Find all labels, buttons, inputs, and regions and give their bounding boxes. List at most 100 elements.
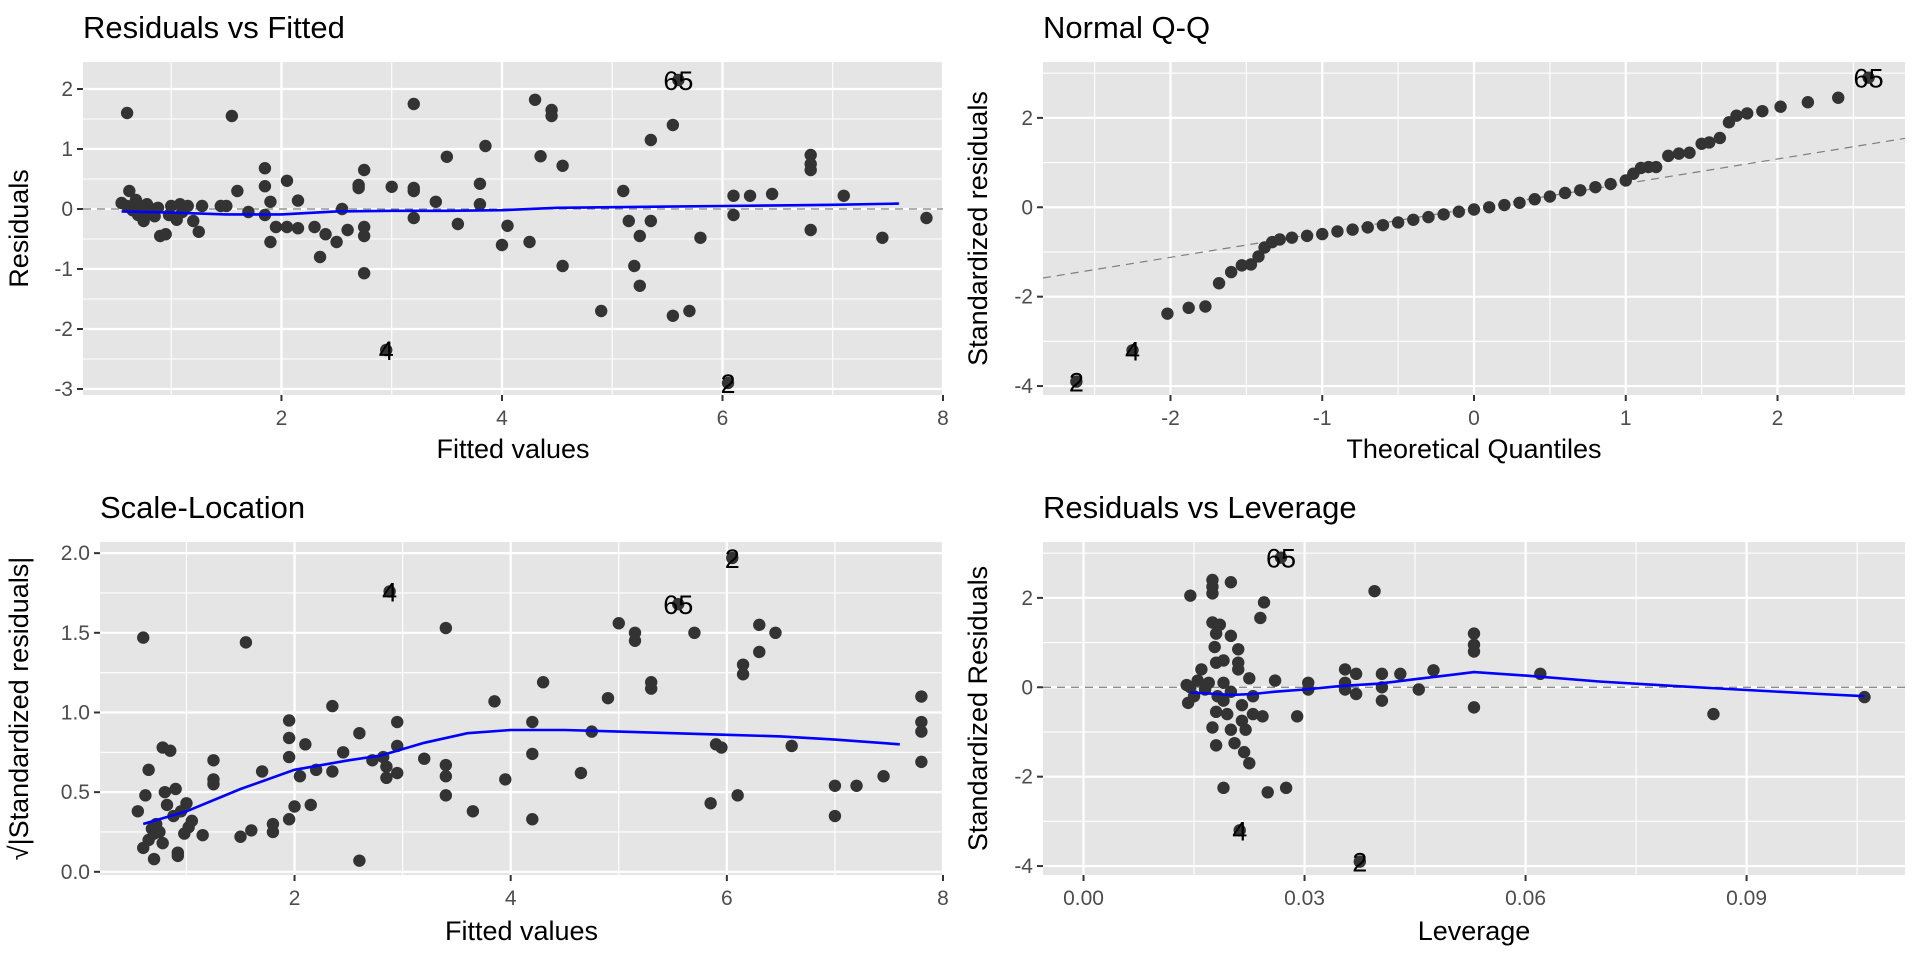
data-point <box>1412 683 1425 696</box>
data-point <box>1232 643 1245 656</box>
data-point <box>1662 149 1675 163</box>
data-point <box>1208 640 1221 654</box>
y-tick-label: 2 <box>1021 587 1033 610</box>
panel-background <box>100 542 943 875</box>
data-point <box>282 750 296 764</box>
chart-title: Scale-Location <box>100 490 305 525</box>
data-point <box>1235 259 1249 272</box>
data-point <box>704 797 717 810</box>
data-point <box>479 139 492 153</box>
x-tick-label: 0.00 <box>1063 887 1104 910</box>
data-point <box>353 726 366 740</box>
point-label: 2 <box>1069 368 1084 398</box>
point-label: 2 <box>720 369 735 399</box>
data-point <box>628 634 642 647</box>
data-point <box>850 779 863 792</box>
x-tick-label: -1 <box>1313 407 1332 430</box>
smooth-line <box>142 728 900 826</box>
data-point <box>915 725 928 738</box>
data-point <box>1452 205 1466 218</box>
data-point <box>1756 104 1769 118</box>
data-point <box>1832 91 1845 104</box>
data-point <box>385 180 398 193</box>
data-point <box>633 279 646 292</box>
data-point <box>1703 136 1716 149</box>
panel-resleverage: 0.00 0.03 0.06 0.09 -4 -2 0 2 65 4 2 Residuals vs L… <box>963 490 1905 946</box>
data-point <box>264 195 277 208</box>
data-point <box>418 752 431 765</box>
data-point <box>545 109 558 123</box>
x-tick-label: 1 <box>1620 407 1632 430</box>
data-point <box>526 715 539 729</box>
data-point <box>633 229 646 243</box>
data-point <box>1482 201 1496 214</box>
chart-title: Residuals vs Leverage <box>1043 490 1357 525</box>
data-point <box>1375 694 1389 707</box>
data-point <box>185 814 199 828</box>
data-point <box>153 825 166 839</box>
data-point <box>1195 663 1208 676</box>
data-point <box>225 109 239 123</box>
y-tick-label: -2 <box>54 318 73 341</box>
data-point <box>1252 250 1265 263</box>
data-point <box>120 106 134 120</box>
data-point <box>1228 736 1241 750</box>
x-tick-label: 0.03 <box>1284 887 1325 910</box>
data-point <box>1209 705 1223 719</box>
x-tick-label: 2 <box>1772 407 1784 430</box>
data-point <box>1235 698 1249 712</box>
data-point <box>769 626 782 640</box>
y-tick-label: -2 <box>1014 766 1033 789</box>
data-point <box>1467 627 1481 640</box>
data-point <box>245 824 258 837</box>
data-point-labeled <box>1862 71 1875 84</box>
y-tick-label: 0 <box>61 198 73 221</box>
data-point <box>556 159 569 172</box>
data-point <box>1574 184 1587 197</box>
data-point <box>644 214 658 228</box>
data-point-labeled <box>1070 375 1083 388</box>
point-label: 65 <box>663 66 693 96</box>
point-label: 4 <box>1125 336 1140 366</box>
data-point <box>1730 109 1743 122</box>
data-point <box>804 223 817 237</box>
data-point <box>1181 696 1195 710</box>
data-point <box>1254 611 1267 625</box>
data-point <box>1394 667 1407 681</box>
data-point <box>147 852 161 866</box>
y-tick-label: -1 <box>54 258 73 281</box>
data-point <box>357 220 371 234</box>
data-point <box>357 267 371 280</box>
data-point <box>1338 663 1352 676</box>
data-point <box>1213 618 1227 631</box>
points-layer <box>1070 71 1875 388</box>
data-point-labeled <box>672 73 685 87</box>
data-point <box>488 695 501 708</box>
data-point <box>308 220 321 234</box>
data-point <box>1375 667 1389 681</box>
data-point <box>1376 218 1390 232</box>
data-point <box>915 690 928 703</box>
data-point <box>142 763 155 777</box>
data-point <box>1713 131 1727 145</box>
data-point <box>429 195 443 208</box>
data-point <box>192 225 205 238</box>
data-point <box>1368 584 1381 598</box>
data-point <box>1220 707 1234 721</box>
data-point <box>526 747 539 761</box>
data-point <box>996 733 1008 745</box>
data-point <box>534 150 547 163</box>
data-point <box>574 766 588 780</box>
data-point <box>694 231 707 244</box>
x-tick-label: 6 <box>721 887 733 910</box>
data-point <box>139 789 152 802</box>
data-point <box>258 162 272 175</box>
data-point <box>131 805 145 818</box>
data-point <box>1589 180 1602 194</box>
data-point <box>137 631 150 644</box>
data-point <box>1224 629 1238 643</box>
data-point <box>151 201 165 214</box>
x-tick-label: 4 <box>496 407 508 430</box>
x-tick-label: 2 <box>276 407 288 430</box>
data-point <box>407 181 420 195</box>
